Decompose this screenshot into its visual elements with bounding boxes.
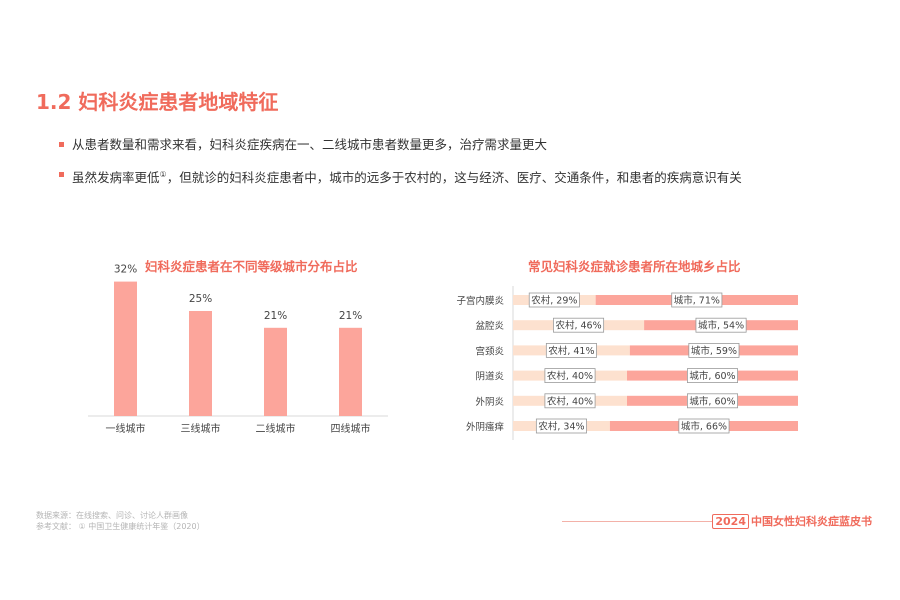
data-label-box	[528, 292, 580, 308]
bar	[264, 327, 287, 416]
data-label: 城市, 60%	[689, 370, 735, 382]
data-label-box	[535, 418, 587, 434]
bullet-square-icon	[59, 142, 64, 147]
brand-text: 中国女性妇科炎症蓝皮书	[751, 515, 872, 528]
data-label: 21%	[264, 310, 287, 322]
y-tick-label: 子宫内膜炎	[456, 295, 504, 307]
brand-mark: 2024 中国女性妇科炎症蓝皮书	[712, 513, 872, 529]
x-tick-label: 二线城市	[256, 422, 296, 435]
data-label-box	[687, 368, 739, 384]
footer-source: 数据来源：在线搜索、问诊、讨论人群画像 参考文献： ① 中国卫生健康统计年鉴（2…	[36, 510, 205, 532]
bar	[339, 327, 362, 416]
bullet-text: 虽然发病率更低	[72, 170, 160, 186]
data-label: 21%	[339, 310, 362, 322]
data-label: 农村, 34%	[538, 421, 584, 433]
y-tick-label: 阴道炎	[475, 371, 504, 383]
bullet-list: 从患者数量和需求来看，妇科炎症疾病在一、二线城市患者数量更多，治疗需求量更大 虽…	[59, 137, 742, 197]
data-label: 城市, 54%	[698, 320, 744, 332]
data-label-box	[687, 393, 739, 409]
data-label-box	[545, 342, 597, 358]
page-title: 1.2 妇科炎症患者地域特征	[36, 90, 279, 114]
bullet-text-continued: ，但就诊的妇科炎症患者中，城市的远多于农村的，这与经济、医疗、交通条件，和患者的…	[166, 170, 742, 186]
bullet-item-2: 虽然发病率更低①，但就诊的妇科炎症患者中，城市的远多于农村的，这与经济、医疗、交…	[59, 167, 742, 197]
data-label: 农村, 46%	[555, 320, 601, 332]
bullet-square-icon	[59, 172, 64, 177]
data-label-box	[678, 418, 730, 434]
bar	[114, 281, 137, 416]
data-label: 城市, 60%	[689, 395, 735, 407]
data-label: 农村, 40%	[547, 370, 593, 382]
data-label: 农村, 29%	[531, 295, 577, 307]
y-tick-label: 盆腔炎	[475, 320, 504, 332]
chart-title-urban-rural: 常见妇科炎症就诊患者所在地城乡占比	[528, 259, 741, 274]
chart-title-city-tier: 妇科炎症患者在不同等级城市分布占比	[145, 259, 358, 274]
data-source-text: 数据来源：在线搜索、问诊、讨论人群画像	[36, 511, 188, 520]
bar	[189, 311, 212, 416]
y-tick-label: 宫颈炎	[475, 345, 504, 357]
data-label: 农村, 41%	[548, 345, 594, 357]
y-tick-label: 外阴瘙痒	[466, 421, 505, 433]
data-label-box	[671, 292, 723, 308]
x-tick-label: 三线城市	[181, 422, 221, 435]
data-label-box	[688, 342, 740, 358]
data-label: 32%	[114, 264, 137, 276]
data-label-box	[544, 368, 596, 384]
bullet-text: 从患者数量和需求来看，妇科炎症疾病在一、二线城市患者数量更多，治疗需求量更大	[72, 137, 548, 152]
data-label-box	[695, 317, 747, 333]
y-tick-label: 外阴炎	[475, 396, 504, 408]
data-label: 农村, 40%	[547, 395, 593, 407]
data-label: 城市, 59%	[691, 345, 737, 357]
data-label: 城市, 66%	[681, 421, 727, 433]
bullet-item-1: 从患者数量和需求来看，妇科炎症疾病在一、二线城市患者数量更多，治疗需求量更大	[59, 137, 742, 167]
x-tick-label: 四线城市	[331, 422, 371, 435]
x-tick-label: 一线城市	[106, 422, 146, 435]
data-label: 城市, 71%	[674, 295, 720, 307]
data-label-box	[544, 393, 596, 409]
data-label-box	[553, 317, 605, 333]
data-label: 25%	[189, 293, 212, 305]
reference-text: 参考文献： ① 中国卫生健康统计年鉴（2020）	[36, 522, 205, 531]
brand-year: 2024	[712, 514, 749, 529]
footer-divider	[562, 521, 712, 522]
footnote-marker: ①	[159, 170, 167, 179]
